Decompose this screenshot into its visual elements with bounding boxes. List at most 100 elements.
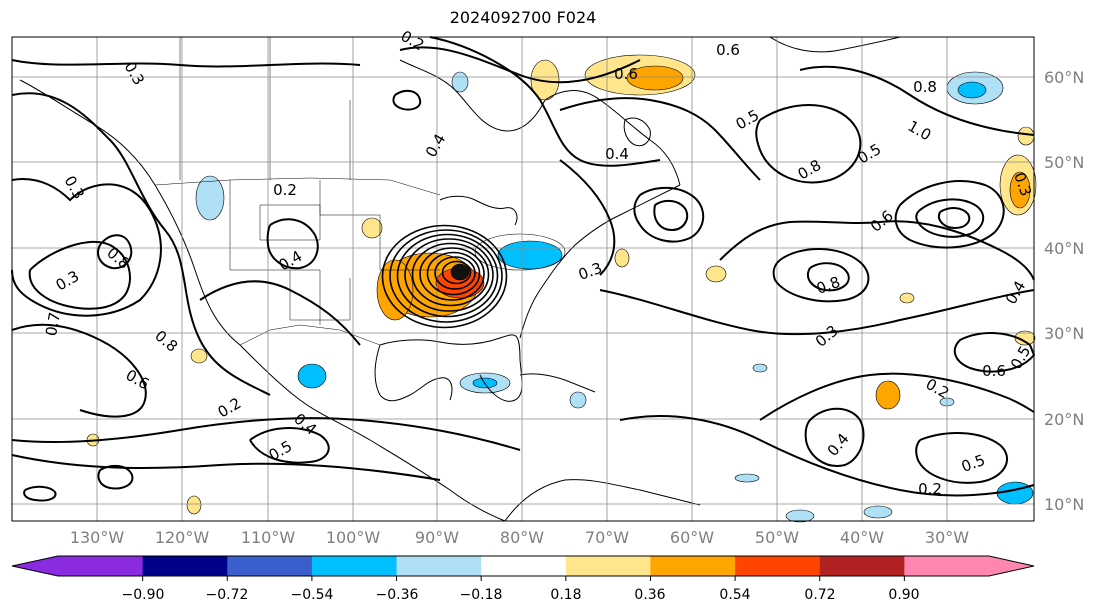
coastlines [19, 36, 901, 522]
colorbar-tick-label: 0.36 [634, 587, 666, 603]
contour-label: 0.6 [982, 362, 1006, 380]
lon-label-70w: 70°W [584, 528, 630, 547]
colorbar-segment [396, 556, 482, 576]
storm-contour-ring [411, 242, 490, 307]
colorbar-tick-label: 0.72 [804, 587, 836, 603]
colorbar-tick-label: −0.36 [375, 587, 419, 603]
storm-contour-ring [419, 247, 485, 301]
contour-line-31 [719, 220, 1035, 281]
lat-label-40n: 40°N [1044, 239, 1085, 258]
contour-line-28 [11, 59, 361, 68]
lon-label-110w: 110°W [240, 528, 296, 547]
lat-label-60n: 60°N [1044, 68, 1085, 87]
contour-line-29 [199, 280, 361, 346]
colorbar-segment [565, 556, 651, 576]
colorbar-over-arrow [989, 556, 1034, 576]
contour-line-7 [249, 427, 330, 464]
cold-area-small-2 [569, 391, 587, 409]
colorbar [11, 555, 1035, 581]
contours [11, 36, 1036, 502]
contour-line-30 [559, 159, 616, 276]
map-frame [11, 36, 1035, 522]
lon-label-80w: 80°W [499, 528, 545, 547]
coastline-hudson [399, 59, 546, 132]
lon-label-60w: 60°W [669, 528, 715, 547]
contour-label: 0.8 [913, 78, 937, 96]
colorbar-segment [650, 556, 736, 576]
contour-line-24 [915, 432, 1009, 484]
contour-line-2 [11, 178, 162, 317]
colorbar-tick-label: −0.54 [290, 587, 334, 603]
colorbar-segment [227, 556, 313, 576]
cold-area-mexico [297, 363, 327, 389]
contour-line-3 [28, 240, 131, 310]
contour-line-19 [938, 207, 971, 230]
warm-area-small-8 [1017, 126, 1035, 146]
contour-line-33 [97, 464, 134, 490]
colorbar-segment [735, 556, 821, 576]
colorbar-segment [819, 556, 905, 576]
lat-label-30n: 30°N [1044, 324, 1085, 343]
warm-area-west [376, 259, 414, 321]
lon-label-30w: 30°W [924, 528, 970, 547]
contour-line-27 [619, 415, 1035, 497]
lon-label-130w: 130°W [69, 528, 125, 547]
border-us-canada [154, 177, 441, 196]
colorbar-tick-label: −0.18 [459, 587, 503, 603]
contour-line-34 [392, 89, 422, 111]
lat-label-20n: 20°N [1044, 410, 1085, 429]
colorbar-tick-label: 0.18 [550, 587, 582, 603]
warm-area-small-2 [614, 248, 630, 268]
lon-label-50w: 50°W [754, 528, 800, 547]
coastline-greenland [769, 36, 901, 53]
contour-line-22 [953, 332, 1036, 373]
cold-area-ne-outer [474, 233, 566, 271]
border-states-1 [229, 180, 321, 325]
cold-area-small-4 [863, 505, 893, 519]
coastline-north-america-west [19, 79, 506, 522]
contour-line-17 [894, 180, 1005, 249]
contour-line-4 [97, 234, 133, 270]
coastline-newfoundland [623, 117, 651, 147]
contour-label: 0.6 [716, 41, 740, 59]
storm-contour-ring [426, 251, 481, 296]
contour-line-16 [755, 104, 862, 184]
contour-line-21 [806, 262, 850, 292]
lon-label-100w: 100°W [325, 528, 381, 547]
cold-area-bottom-right [996, 481, 1034, 505]
warm-area-atlantic-south [875, 380, 901, 410]
contour-line-11 [429, 36, 661, 167]
colorbar-segment [904, 556, 990, 576]
contour-line-6 [11, 417, 521, 451]
contour-label: 0.4 [605, 145, 629, 163]
cold-area-small-6 [752, 363, 768, 373]
warm-area-small-1 [705, 265, 727, 283]
cold-area-small-5 [734, 473, 760, 483]
border-states-3 [319, 180, 440, 271]
lon-label-90w: 90°W [414, 528, 460, 547]
lat-label-10n: 10°N [1044, 495, 1085, 514]
contour-line-26 [599, 289, 1035, 336]
contour-line-12 [559, 97, 761, 181]
storm-center [450, 263, 470, 281]
coastline-labrador [544, 90, 681, 186]
contour-line-15 [799, 65, 1035, 136]
coastline-east [519, 184, 681, 339]
contour-line-5 [11, 323, 147, 418]
contour-line-1 [11, 92, 271, 396]
coastline-yucatan [374, 344, 453, 402]
storm-contour-ring [381, 224, 508, 329]
cold-area-small-3 [785, 509, 815, 523]
contour-label: 0.6 [614, 65, 638, 83]
warm-area-east-atlantic-core [1009, 171, 1031, 209]
coastline-gulf [379, 334, 523, 402]
contour-line-23 [804, 407, 865, 467]
colorbar-outline [11, 555, 1035, 577]
border-canada-provinces [179, 37, 351, 180]
coastline-great-lakes [439, 195, 518, 226]
colorbar-tick-label: 0.90 [888, 587, 920, 603]
colorbar-segment [142, 556, 228, 576]
warm-area-labrador-core [626, 65, 684, 91]
colorbar-tick-label: −0.72 [205, 587, 249, 603]
